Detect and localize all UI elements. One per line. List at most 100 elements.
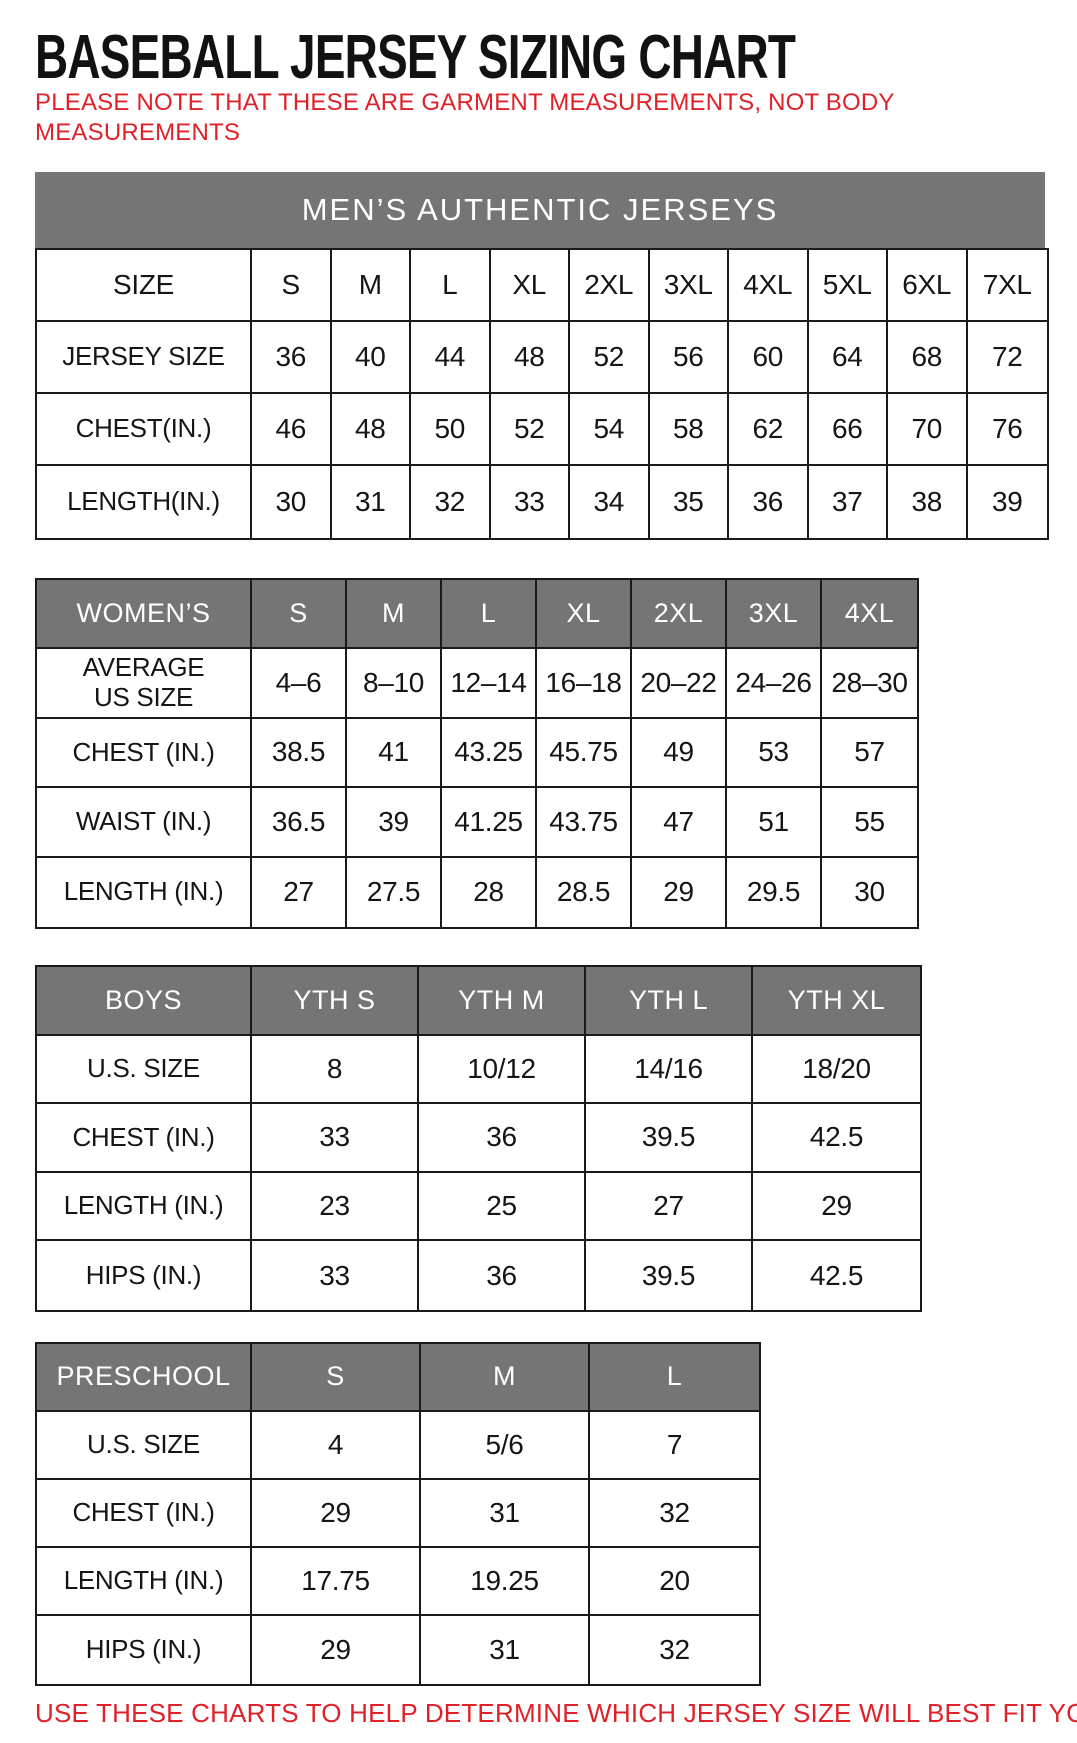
- row-label: LENGTH (IN.): [37, 1172, 252, 1242]
- size-value: 10/12: [419, 1035, 586, 1105]
- size-value: 28.5: [537, 857, 632, 927]
- size-value: 49: [632, 718, 727, 789]
- column-header: M: [331, 250, 411, 322]
- size-value: 35: [649, 466, 729, 538]
- size-value: 48: [331, 394, 411, 466]
- womens-sizing-table-section: WOMEN’S S M L XL 2XL 3XL 4XL AVERAGE US SIZE 4–6 8…: [35, 578, 919, 929]
- size-value: 51: [727, 788, 822, 858]
- size-value: 41: [347, 718, 442, 789]
- row-label: LENGTH(IN.): [37, 466, 252, 538]
- size-value: 23: [252, 1172, 419, 1242]
- size-value: 70: [888, 394, 968, 466]
- column-header: YTH XL: [753, 967, 920, 1036]
- size-value: 29.5: [727, 857, 822, 927]
- column-header: YTH S: [252, 967, 419, 1036]
- womens-sizing-table: WOMEN’S S M L XL 2XL 3XL 4XL AVERAGE US SIZE 4–6 8…: [35, 578, 919, 929]
- size-value: 54: [570, 394, 650, 466]
- row-label: U.S. SIZE: [37, 1035, 252, 1105]
- size-value: 28: [442, 857, 537, 927]
- size-value: 14/16: [586, 1035, 753, 1105]
- size-value: 48: [490, 322, 570, 394]
- size-value: 64: [808, 322, 888, 394]
- preschool-sizing-table-section: PRESCHOOL S M L U.S. SIZE 4 5/6 7 CHEST (IN.) 29 3…: [35, 1342, 761, 1686]
- column-header: 4XL: [729, 250, 809, 322]
- size-value: 39: [347, 788, 442, 858]
- size-value: 39.5: [586, 1104, 753, 1173]
- garment-measurements-note: PLEASE NOTE THAT THESE ARE GARMENT MEASU…: [35, 89, 895, 146]
- size-value: 18/20: [753, 1035, 920, 1105]
- column-header: 6XL: [888, 250, 968, 322]
- row-label: CHEST (IN.): [37, 1480, 252, 1548]
- row-label: LENGTH (IN.): [37, 857, 252, 927]
- size-value: 27: [586, 1172, 753, 1242]
- size-value: 30: [822, 857, 917, 927]
- table-corner-header: BOYS: [37, 967, 252, 1036]
- column-header: 2XL: [632, 580, 727, 650]
- preschool-sizing-table: PRESCHOOL S M L U.S. SIZE 4 5/6 7 CHEST (IN.) 29 3…: [35, 1342, 761, 1686]
- size-value: 12–14: [442, 649, 537, 719]
- size-value: 58: [649, 394, 729, 466]
- size-value: 20: [590, 1548, 759, 1616]
- mens-sizing-table-section: MEN’S AUTHENTIC JERSEYS SIZE S M L XL 2XL 3XL 4…: [35, 172, 1049, 540]
- size-value: 25: [419, 1172, 586, 1242]
- size-value: 42.5: [753, 1104, 920, 1173]
- size-value: 40: [331, 322, 411, 394]
- column-header: 2XL: [570, 250, 650, 322]
- size-value: 27: [252, 857, 347, 927]
- column-header: M: [421, 1344, 590, 1412]
- size-value: 62: [729, 394, 809, 466]
- row-label: WAIST (IN.): [37, 788, 252, 858]
- size-value: 43.25: [442, 718, 537, 789]
- size-value: 5/6: [421, 1412, 590, 1480]
- size-value: 56: [649, 322, 729, 394]
- size-value: 31: [331, 466, 411, 538]
- size-value: 76: [967, 394, 1047, 466]
- size-value: 33: [490, 466, 570, 538]
- size-value: 36: [252, 322, 332, 394]
- size-value: 8–10: [347, 649, 442, 719]
- size-value: 37: [808, 466, 888, 538]
- size-value: 32: [411, 466, 491, 538]
- size-value: 39: [967, 466, 1047, 538]
- table-corner-header: PRESCHOOL: [37, 1344, 252, 1412]
- row-label: HIPS (IN.): [37, 1241, 252, 1310]
- boys-sizing-table-section: BOYS YTH S YTH M YTH L YTH XL U.S. SIZE 8 10/12…: [35, 965, 922, 1312]
- size-value: 34: [570, 466, 650, 538]
- size-value: 38.5: [252, 718, 347, 789]
- size-value: 42.5: [753, 1241, 920, 1310]
- size-value: 57: [822, 718, 917, 789]
- size-value: 41.25: [442, 788, 537, 858]
- size-value: 52: [490, 394, 570, 466]
- size-value: 29: [632, 857, 727, 927]
- size-value: 30: [252, 466, 332, 538]
- size-value: 44: [411, 322, 491, 394]
- column-header: 3XL: [727, 580, 822, 650]
- size-value: 20–22: [632, 649, 727, 719]
- mens-table-title: MEN’S AUTHENTIC JERSEYS: [35, 172, 1045, 248]
- row-label: LENGTH (IN.): [37, 1548, 252, 1616]
- column-header: 3XL: [649, 250, 729, 322]
- size-value: 36: [419, 1104, 586, 1173]
- size-value: 33: [252, 1241, 419, 1310]
- size-value: 72: [967, 322, 1047, 394]
- size-value: 29: [753, 1172, 920, 1242]
- column-header: 7XL: [967, 250, 1047, 322]
- table-corner-header: WOMEN’S: [37, 580, 252, 650]
- page-title: BASEBALL JERSEY SIZING CHART: [35, 23, 796, 92]
- size-value: 36: [729, 466, 809, 538]
- size-value: 46: [252, 394, 332, 466]
- size-value: 53: [727, 718, 822, 789]
- size-value: 29: [252, 1480, 421, 1548]
- size-value: 66: [808, 394, 888, 466]
- size-value: 60: [729, 322, 809, 394]
- column-header: 5XL: [808, 250, 888, 322]
- size-value: 7: [590, 1412, 759, 1480]
- size-value: 36: [419, 1241, 586, 1310]
- size-value: 32: [590, 1616, 759, 1684]
- column-header: L: [590, 1344, 759, 1412]
- size-value: 38: [888, 466, 968, 538]
- column-header: S: [252, 1344, 421, 1412]
- column-header: L: [411, 250, 491, 322]
- size-value: 28–30: [822, 649, 917, 719]
- mens-sizing-table: SIZE S M L XL 2XL 3XL 4XL 5XL 6XL 7XL JERSEY SIZE 36…: [35, 248, 1049, 540]
